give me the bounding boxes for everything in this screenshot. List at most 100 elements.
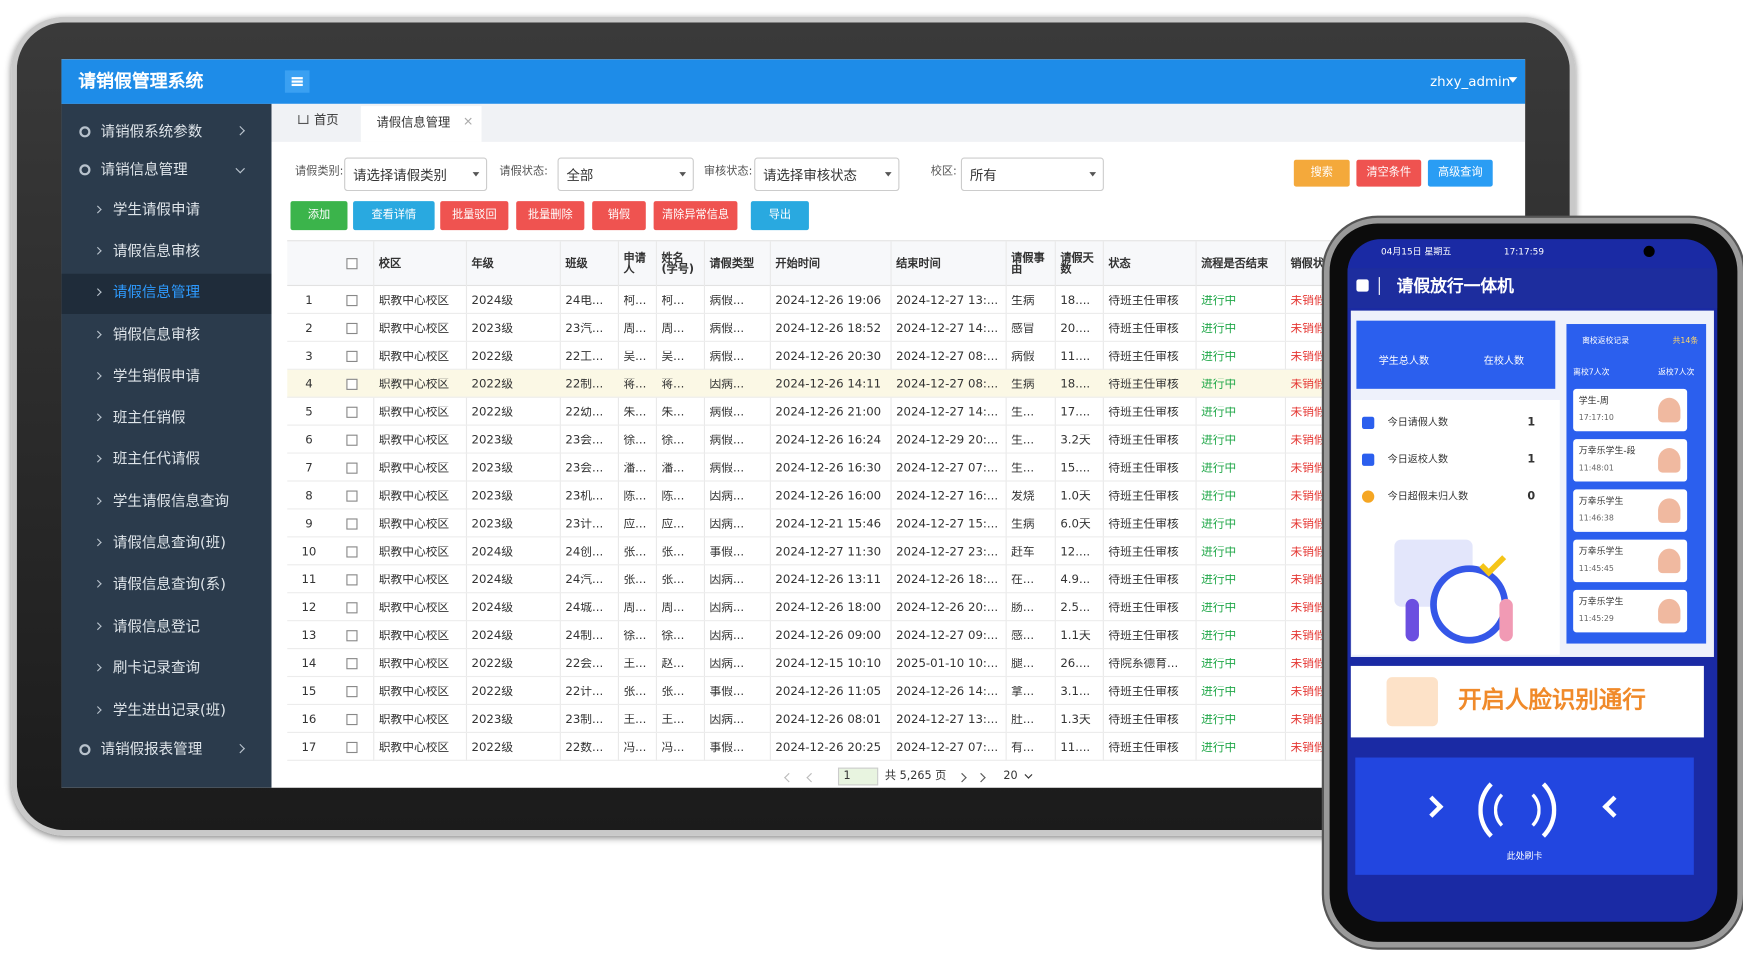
action-button[interactable]: 销假 <box>592 201 646 231</box>
tab-label[interactable]: 请假信息管理 <box>376 115 451 130</box>
menu-item[interactable]: 请销信息管理 <box>61 151 271 191</box>
column-header[interactable]: 申请人 <box>623 252 646 276</box>
table-cell: 23会... <box>565 434 604 447</box>
column-header[interactable]: 状态 <box>1108 258 1131 271</box>
search-button[interactable]: 清空条件 <box>1356 159 1422 187</box>
card-area[interactable]: 此处刷卡 <box>1355 757 1694 875</box>
column-header[interactable]: 开始时间 <box>775 258 821 271</box>
table-row[interactable] <box>287 482 1526 510</box>
table-cell: 因病... <box>709 658 745 670</box>
column-header[interactable]: 流程是否结束 <box>1201 258 1269 271</box>
column-header[interactable]: 请假天数 <box>1060 252 1094 276</box>
filter-select[interactable]: 请选择请假类别 <box>344 157 488 192</box>
table-row[interactable] <box>287 398 1526 426</box>
action-button[interactable]: 批量驳回 <box>440 201 509 231</box>
table-row[interactable] <box>287 649 1526 678</box>
table-row[interactable] <box>287 509 1526 538</box>
row-checkbox[interactable] <box>346 490 358 502</box>
search-button[interactable]: 高级查询 <box>1427 159 1493 187</box>
table-row[interactable] <box>287 705 1526 733</box>
menu-item[interactable]: 请假信息查询(系) <box>61 565 271 605</box>
row-checkbox[interactable] <box>346 406 358 418</box>
table-row[interactable] <box>287 677 1526 706</box>
page-input[interactable]: 1 <box>837 767 879 786</box>
action-button[interactable]: 批量删除 <box>516 201 585 231</box>
action-button[interactable]: 查看详情 <box>353 201 435 231</box>
menu-item[interactable]: 刷卡记录查询 <box>61 649 271 689</box>
table-row[interactable] <box>287 454 1526 482</box>
menu-item[interactable]: 学生销假申请 <box>61 358 271 398</box>
table-cell: 进行中 <box>1201 378 1237 391</box>
row-checkbox[interactable] <box>346 518 358 530</box>
user-name[interactable]: zhxy_admin <box>1430 73 1511 90</box>
row-checkbox[interactable] <box>346 434 358 446</box>
filter-select[interactable]: 所有 <box>960 157 1104 192</box>
table-row[interactable] <box>287 426 1526 454</box>
menu-item[interactable]: 请假信息管理 <box>61 273 272 314</box>
page-prev[interactable] <box>806 772 816 783</box>
column-header[interactable]: 年级 <box>471 258 494 271</box>
filter-select[interactable]: 请选择审核状态 <box>754 157 900 192</box>
page-last[interactable] <box>976 772 986 783</box>
row-checkbox[interactable] <box>346 546 358 558</box>
menu-item[interactable]: 班主任销假 <box>61 399 271 439</box>
table-cell: 吴... <box>661 350 685 363</box>
menu-item[interactable]: 学生进出记录(班) <box>61 692 271 732</box>
tab-label[interactable]: 首页 <box>313 112 339 128</box>
menu-item[interactable]: 请销假报表管理 <box>61 731 271 771</box>
row-checkbox[interactable] <box>346 322 358 335</box>
action-button[interactable]: 清除异常信息 <box>653 201 738 231</box>
row-checkbox[interactable] <box>346 378 358 390</box>
column-header[interactable]: 销假状 <box>1290 258 1325 271</box>
search-button[interactable]: 搜索 <box>1293 159 1350 187</box>
table-cell: 1.0天 <box>1060 490 1091 503</box>
table-row[interactable] <box>287 537 1526 566</box>
table-cell: 2024-12-27 07:... <box>896 462 999 475</box>
row-checkbox[interactable] <box>346 686 358 698</box>
table-cell: 6.0天 <box>1060 518 1091 531</box>
table-row[interactable] <box>287 565 1526 594</box>
menu-toggle[interactable] <box>284 70 310 93</box>
page-size[interactable]: 20 <box>1003 769 1018 783</box>
row-checkbox[interactable] <box>346 462 358 474</box>
column-header[interactable]: 校区 <box>378 258 402 271</box>
row-checkbox[interactable] <box>346 350 358 363</box>
menu-item[interactable]: 请销假系统参数 <box>61 113 271 153</box>
column-header[interactable]: 班级 <box>565 258 588 271</box>
face-button[interactable]: 开启人脸识别通行 <box>1350 665 1704 738</box>
column-divider <box>1054 241 1056 761</box>
table-row[interactable] <box>287 286 1526 314</box>
column-header[interactable]: 请假类型 <box>709 258 755 271</box>
menu-item[interactable]: 请假信息登记 <box>61 608 271 648</box>
action-button[interactable]: 添加 <box>290 201 348 231</box>
column-header[interactable]: 请假事由 <box>1011 252 1045 276</box>
table-row[interactable] <box>287 593 1526 622</box>
menu-item[interactable]: 学生请假申请 <box>61 191 271 231</box>
column-header[interactable]: 结束时间 <box>896 258 941 271</box>
column-header[interactable]: 姓名(学号) <box>661 252 695 276</box>
menu-item[interactable]: 销假信息审核 <box>61 316 271 356</box>
illustration-person <box>1405 598 1419 642</box>
row-checkbox[interactable] <box>346 630 358 642</box>
row-checkbox[interactable] <box>346 574 358 586</box>
action-button[interactable]: 导出 <box>750 201 809 231</box>
page-first[interactable] <box>784 772 794 783</box>
row-checkbox[interactable] <box>346 602 358 614</box>
menu-item[interactable]: 学生请假信息查询 <box>61 483 271 523</box>
menu-item[interactable]: 请假信息审核 <box>61 232 271 272</box>
table-row[interactable] <box>287 733 1526 761</box>
table-row[interactable] <box>287 621 1526 650</box>
row-checkbox[interactable] <box>346 713 358 726</box>
table-row[interactable] <box>287 342 1526 370</box>
page-number: 1 <box>843 769 851 783</box>
header-checkbox[interactable] <box>346 258 358 270</box>
row-checkbox[interactable] <box>346 658 358 670</box>
page-next[interactable] <box>957 772 967 783</box>
table-row[interactable] <box>287 314 1526 342</box>
row-checkbox[interactable] <box>346 741 358 754</box>
menu-item[interactable]: 班主任代请假 <box>61 440 271 480</box>
filter-select[interactable]: 全部 <box>557 157 694 192</box>
table-row[interactable] <box>287 369 1526 398</box>
menu-item[interactable]: 请假信息查询(班) <box>61 524 271 564</box>
row-checkbox[interactable] <box>346 294 358 307</box>
